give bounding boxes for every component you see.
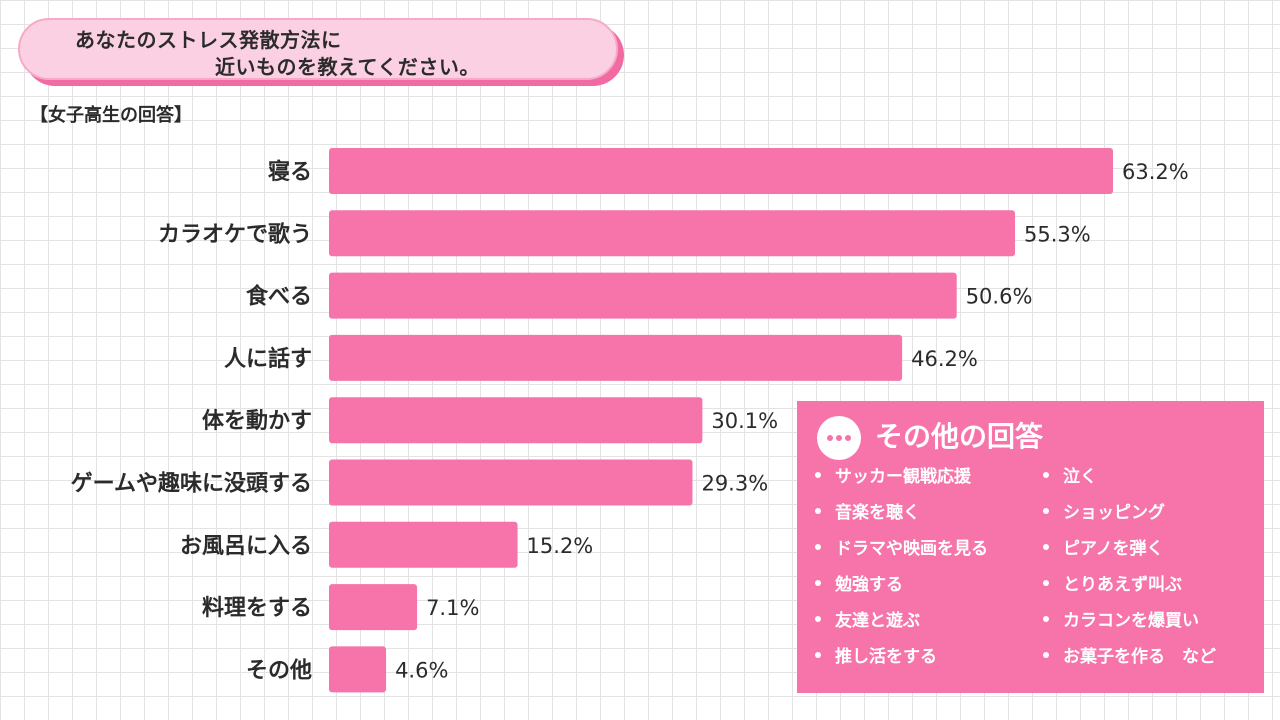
value-label: 29.3% xyxy=(701,472,768,496)
category-label: ゲームや趣味に没頭する xyxy=(71,471,312,497)
bar-4 xyxy=(329,397,703,444)
category-label: 食べる xyxy=(246,284,312,310)
other-answer-item: ショッピング xyxy=(1043,495,1216,531)
bar-6 xyxy=(329,521,518,568)
other-answers-panel: その他の回答 サッカー観戦応援 音楽を聴く ドラマや映画を見る 勉強する 友達と遊ぶ 推し… xyxy=(797,401,1264,693)
category-label: 料理をする xyxy=(202,596,312,621)
other-answer-item: とりあえず叫ぶ xyxy=(1043,567,1216,603)
other-answer-item: カラコンを爆買い xyxy=(1043,603,1216,639)
title-line-1: あなたのストレス発散方法に xyxy=(75,28,342,52)
other-answer-item: ピアノを弾く xyxy=(1043,531,1216,567)
ellipsis-icon xyxy=(817,416,861,460)
category-label: その他 xyxy=(246,658,312,683)
bar-7 xyxy=(329,584,418,631)
title-line-2: 近いものを教えてください。 xyxy=(215,55,480,79)
other-answer-item: ドラマや映画を見る xyxy=(815,531,988,567)
bar-1 xyxy=(329,210,1015,257)
other-answer-item: 泣く xyxy=(1043,459,1216,495)
title-banner: あなたのストレス発散方法に 近いものを教えてください。 xyxy=(18,18,633,86)
category-label: 体を動かす xyxy=(202,409,312,434)
bar-3 xyxy=(329,334,903,381)
value-label: 4.6% xyxy=(395,658,448,682)
value-label: 30.1% xyxy=(711,409,778,433)
other-answers-column-1: サッカー観戦応援 音楽を聴く ドラマや映画を見る 勉強する 友達と遊ぶ 推し活をする xyxy=(815,459,988,675)
chart-subtitle: 【女子高生の回答】 xyxy=(30,105,192,126)
other-answer-item: 推し活をする xyxy=(815,639,988,675)
bar-8 xyxy=(329,646,387,693)
bar-5 xyxy=(329,459,693,506)
value-label: 63.2% xyxy=(1122,160,1189,184)
bar-0 xyxy=(329,148,1113,194)
other-answer-item: サッカー観戦応援 xyxy=(815,459,988,495)
category-label: 寝る xyxy=(268,159,312,185)
other-answers-column-2: 泣く ショッピング ピアノを弾く とりあえず叫ぶ カラコンを爆買い お菓子を作る など xyxy=(1043,459,1216,675)
other-answers-title: その他の回答 xyxy=(875,420,1044,453)
other-answer-item: 勉強する xyxy=(815,567,988,603)
value-label: 15.2% xyxy=(527,534,594,558)
other-answer-item: 友達と遊ぶ xyxy=(815,603,988,639)
value-label: 50.6% xyxy=(966,285,1033,309)
other-answer-item: 音楽を聴く xyxy=(815,495,988,531)
category-label: お風呂に入る xyxy=(180,534,312,559)
title-banner-box: あなたのストレス発散方法に 近いものを教えてください。 xyxy=(18,18,618,80)
category-label: カラオケで歌う xyxy=(158,221,312,247)
value-label: 7.1% xyxy=(426,596,479,620)
bar-2 xyxy=(329,272,957,319)
category-label: 人に話す xyxy=(224,346,312,372)
other-answer-item: お菓子を作る など xyxy=(1043,639,1216,675)
value-label: 55.3% xyxy=(1024,222,1091,246)
value-label: 46.2% xyxy=(911,347,978,371)
